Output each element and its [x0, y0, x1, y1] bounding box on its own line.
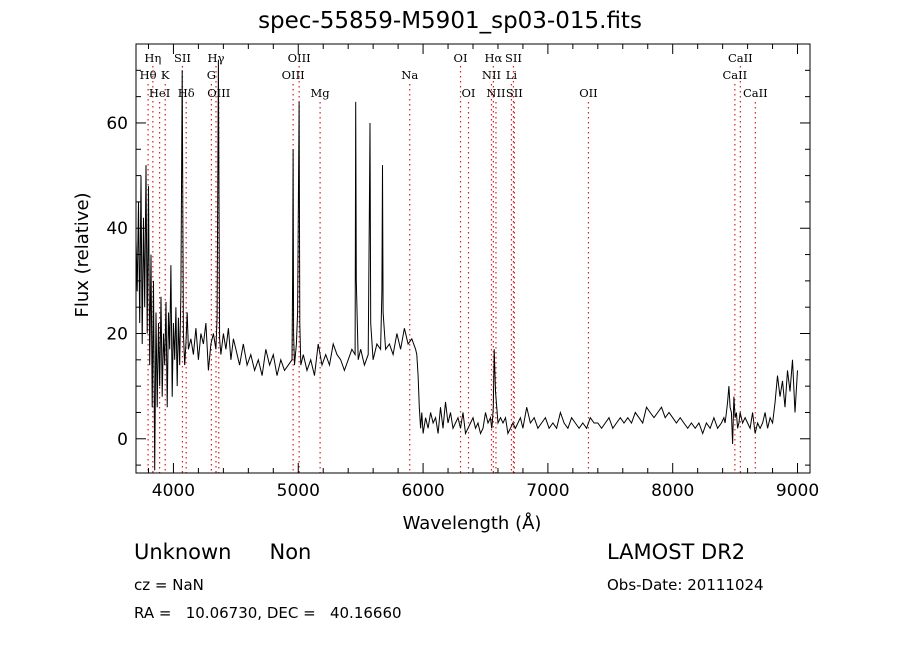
plot-frame — [135, 43, 811, 474]
survey-label: LAMOST DR2 — [607, 540, 746, 564]
line-marker-label: SII — [506, 86, 523, 100]
x-tick-labels: 4000 5000 6000 7000 8000 9000 — [152, 481, 819, 501]
line-marker-label: Hδ — [178, 86, 195, 100]
line-markers — [147, 66, 756, 473]
coordinates-label: RA = 10.06730, DEC = 40.16660 — [134, 604, 402, 622]
line-marker-label: NII — [486, 86, 505, 100]
y-tick-label: 40 — [106, 219, 128, 239]
line-marker-label: Mg — [311, 86, 331, 100]
spectrum-line — [135, 59, 798, 471]
line-marker-label: CaII — [722, 68, 747, 82]
y-tick-label: 20 — [106, 325, 128, 345]
y-tick-labels: 0 20 40 60 — [106, 114, 128, 450]
line-marker-label: Hα — [484, 51, 502, 65]
line-marker-label: CaII — [728, 51, 753, 65]
x-tick-label: 8000 — [651, 481, 694, 501]
x-tick-label: 5000 — [277, 481, 320, 501]
line-marker-label: G — [207, 68, 216, 82]
line-marker-label: OII — [579, 86, 598, 100]
page-title: spec-55859-M5901_sp03-015.fits — [258, 8, 642, 34]
redshift-label: cz = NaN — [134, 576, 204, 594]
obs-date-label: Obs-Date: 20111024 — [607, 576, 764, 594]
line-marker-label: Hθ — [140, 68, 157, 82]
line-marker-label: CaII — [743, 86, 768, 100]
line-marker-label: OI — [462, 86, 476, 100]
line-marker-label: Hη — [144, 51, 161, 65]
y-tick-label: 0 — [117, 430, 128, 450]
line-marker-label: K — [161, 68, 170, 82]
x-tick-label: 9000 — [776, 481, 819, 501]
line-marker-label: SII — [505, 51, 522, 65]
y-axis-title: Flux (relative) — [72, 192, 93, 317]
y-tick-label: 60 — [106, 114, 128, 134]
class-value: Unknown — [134, 540, 232, 564]
x-tick-label: 7000 — [526, 481, 569, 501]
line-marker-label: Li — [506, 68, 518, 82]
line-marker-label: NII — [482, 68, 501, 82]
line-marker-label: OI — [454, 51, 468, 65]
line-marker-label: Na — [401, 68, 418, 82]
classification-label: Unknown Non — [134, 540, 311, 564]
x-axis-title: Wavelength (Å) — [403, 512, 542, 534]
line-marker-label: OIII — [288, 51, 311, 65]
x-tick-label: 4000 — [152, 481, 195, 501]
axis-ticks — [136, 43, 810, 473]
line-marker-label: SII — [174, 51, 191, 65]
subclass-value: Non — [269, 540, 312, 564]
line-marker-label: Hγ — [208, 51, 225, 65]
x-tick-label: 6000 — [401, 481, 444, 501]
line-marker-label: OIII — [282, 68, 305, 82]
line-marker-label: HeI — [149, 86, 170, 100]
